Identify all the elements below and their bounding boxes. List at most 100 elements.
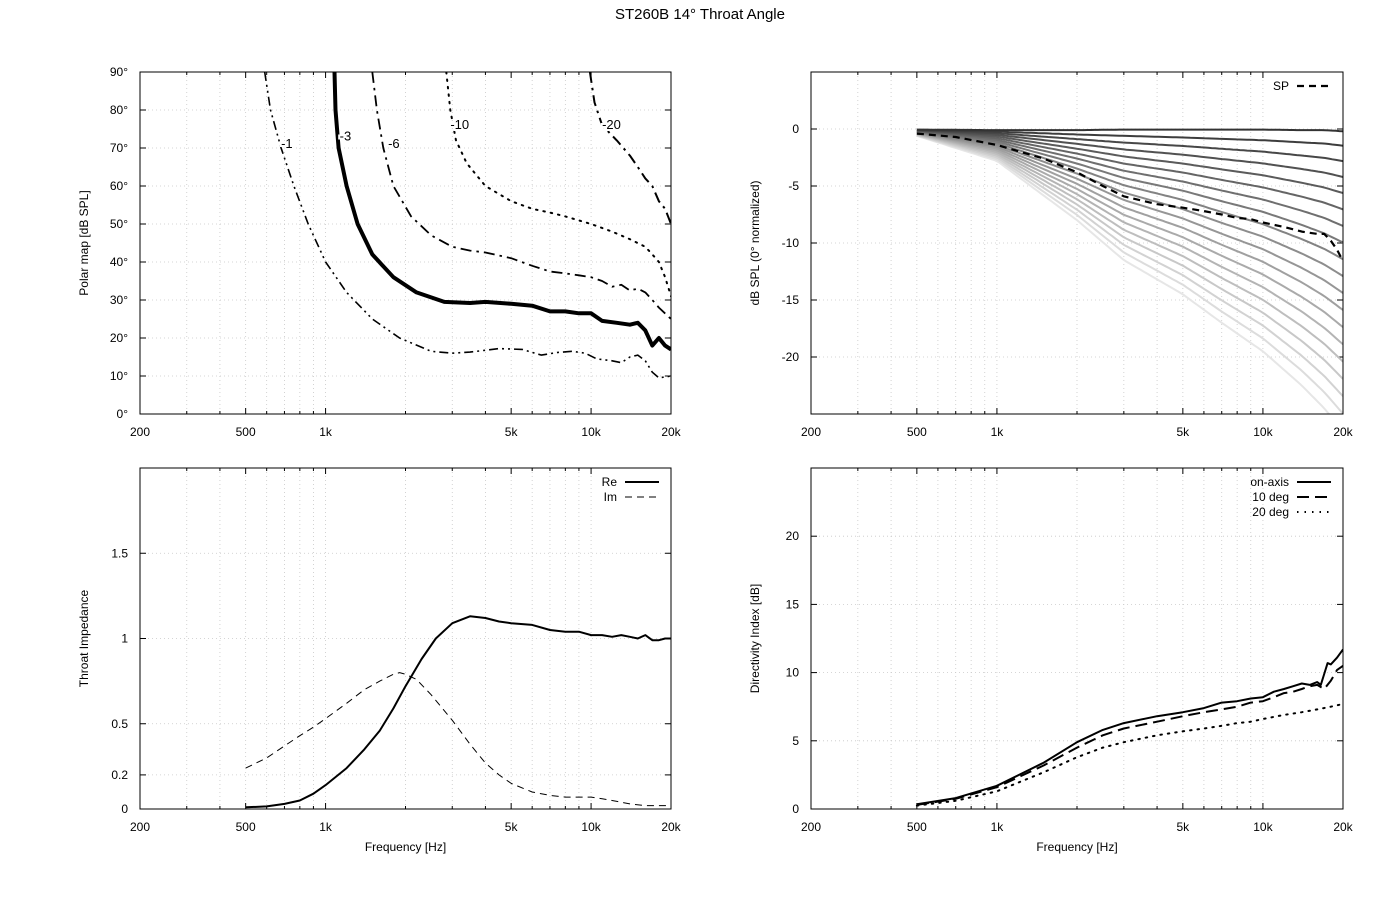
- angle-curve: [916, 134, 1331, 414]
- chart-polar: 200 500 1k 5k 10k 20k 0° 10° 20° 30° 40° 50° 60° 70° 8…: [77, 65, 682, 439]
- plot-frame: [810, 71, 1344, 415]
- angle-curve: [916, 130, 1343, 227]
- plot-area: [263, 72, 671, 379]
- x-tick-label: 20k: [1333, 820, 1353, 834]
- y-tick-label: 30°: [110, 293, 128, 307]
- x-tick-label: 20k: [1333, 425, 1353, 439]
- y-tick-label: -20: [782, 350, 800, 364]
- grid: [811, 468, 1343, 809]
- x-tick-label: 1k: [319, 425, 333, 439]
- legend: SP: [1273, 79, 1331, 93]
- legend-label: 20 deg: [1252, 505, 1289, 519]
- plot-area: [916, 128, 1343, 414]
- grid: [811, 72, 1343, 414]
- y-tick-label: 0.5: [111, 717, 128, 731]
- x-tick-label: 200: [130, 425, 150, 439]
- series-line: [245, 672, 671, 807]
- y-tick-label: 90°: [110, 65, 128, 79]
- x-tick-label: 20k: [661, 425, 681, 439]
- series-line: [916, 648, 1343, 806]
- legend-label: Im: [604, 490, 617, 504]
- axis-ticks: 200 500 1k 5k 10k 20k 0° 10° 20° 30° 40° 50° 60° 70° 8…: [110, 65, 682, 439]
- chart-directivity: 200 500 1k 5k 10k 20k 0 5 10 15 20 Directivity Inde…: [748, 467, 1354, 854]
- y-tick-label: 5: [792, 734, 799, 748]
- series-line: [445, 72, 671, 298]
- y-axis-label: dB SPL (0° normalized): [748, 180, 762, 305]
- y-tick-label: 0: [121, 802, 128, 816]
- figure-title: ST260B 14° Throat Angle: [614, 6, 785, 23]
- y-tick-label: 0.2: [111, 768, 128, 782]
- angle-curve: [916, 129, 1343, 195]
- plot-frame: [139, 467, 672, 810]
- y-tick-label: 40°: [110, 255, 128, 269]
- y-tick-label: 60°: [110, 179, 128, 193]
- angle-curve: [916, 133, 1343, 380]
- angle-curve: [916, 132, 1343, 311]
- y-axis-label: Directivity Index [dB]: [748, 584, 762, 693]
- y-tick-label: 20°: [110, 331, 128, 345]
- x-tick-label: 1k: [991, 820, 1005, 834]
- y-tick-label: 50°: [110, 217, 128, 231]
- x-tick-label: 200: [130, 820, 150, 834]
- axis-ticks: 200 500 1k 5k 10k 20k 0 0.2 0.5 1 1.5: [111, 468, 682, 834]
- angle-curve: [916, 132, 1343, 328]
- y-tick-label: 0°: [117, 407, 129, 421]
- y-tick-label: 1: [121, 632, 128, 646]
- contour-label: -10: [450, 117, 469, 132]
- series-line: [916, 132, 1343, 262]
- angle-curve: [916, 132, 1343, 294]
- angle-curve: [916, 131, 1343, 277]
- series-line: [332, 72, 671, 352]
- plot-area: [915, 648, 1343, 807]
- legend-label: 10 deg: [1252, 490, 1289, 504]
- x-tick-label: 200: [801, 820, 821, 834]
- chart-impedance: 200 500 1k 5k 10k 20k 0 0.2 0.5 1 1.5 Throat Impeda…: [77, 467, 682, 854]
- y-tick-label: 1.5: [111, 546, 128, 560]
- x-tick-label: 5k: [1177, 820, 1191, 834]
- x-tick-label: 500: [907, 425, 927, 439]
- angle-curve: [916, 130, 1343, 211]
- contour-label: -3: [340, 129, 352, 144]
- x-tick-label: 200: [801, 425, 821, 439]
- grid: [140, 72, 671, 414]
- y-tick-label: 10: [786, 666, 800, 680]
- x-tick-label: 10k: [1253, 820, 1273, 834]
- series-line: [263, 72, 671, 379]
- legend-label: SP: [1273, 79, 1289, 93]
- x-axis-label: Frequency [Hz]: [365, 840, 446, 854]
- y-tick-label: 10°: [110, 369, 128, 383]
- series-line: [915, 703, 1343, 807]
- x-tick-label: 500: [236, 425, 256, 439]
- y-tick-label: 0: [792, 802, 799, 816]
- grid: [140, 468, 671, 809]
- angle-curve: [916, 129, 1343, 178]
- plot-frame: [810, 467, 1344, 810]
- y-tick-label: 15: [786, 597, 800, 611]
- contour-label: -1: [281, 136, 293, 151]
- series-line: [588, 72, 671, 225]
- y-axis-label: Polar map [dB SPL]: [77, 190, 91, 295]
- x-tick-label: 1k: [319, 820, 333, 834]
- angle-curve: [916, 130, 1343, 244]
- y-tick-label: -5: [788, 179, 799, 193]
- angle-curve: [916, 133, 1343, 346]
- x-tick-label: 5k: [505, 820, 519, 834]
- x-tick-label: 5k: [1177, 425, 1191, 439]
- series-line: [371, 72, 671, 320]
- legend-label: on-axis: [1250, 475, 1289, 489]
- plot-frame: [139, 71, 672, 415]
- x-tick-label: 5k: [505, 425, 519, 439]
- x-tick-label: 10k: [581, 820, 601, 834]
- y-tick-label: -15: [782, 293, 800, 307]
- angle-curve: [916, 128, 1343, 147]
- y-tick-label: 80°: [110, 103, 128, 117]
- angle-curve: [916, 128, 1343, 133]
- axis-ticks: 200 500 1k 5k 10k 20k 0 -5 -10 -15 -20: [782, 72, 1354, 439]
- x-tick-label: 1k: [991, 425, 1005, 439]
- series-line: [916, 664, 1343, 806]
- y-tick-label: -10: [782, 236, 800, 250]
- contour-label: -6: [388, 136, 400, 151]
- axis-ticks: 200 500 1k 5k 10k 20k 0 5 10 15 20: [786, 468, 1354, 834]
